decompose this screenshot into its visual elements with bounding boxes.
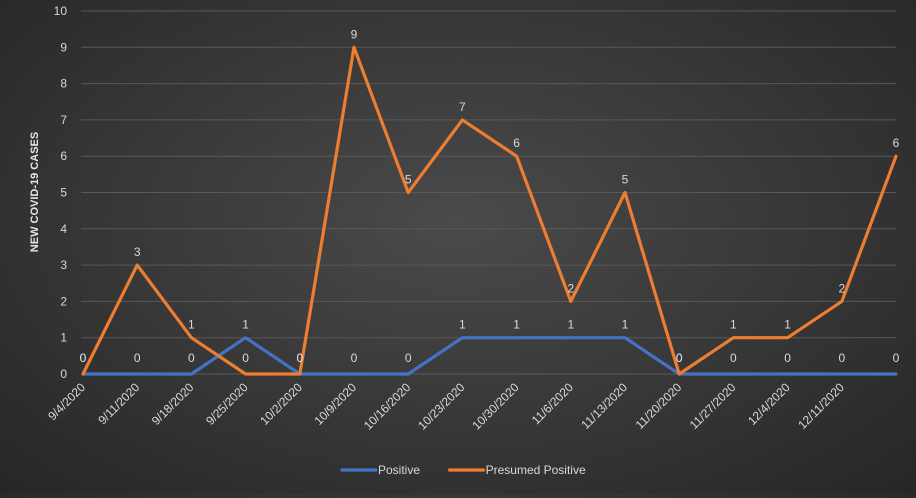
- x-tick-label: 11/20/2020: [633, 380, 685, 432]
- data-label: 1: [242, 318, 249, 332]
- data-label: 0: [296, 351, 303, 365]
- y-tick-label: 7: [60, 113, 67, 127]
- x-tick-label: 10/16/2020: [361, 380, 414, 433]
- data-label: 7: [459, 100, 466, 114]
- x-tick-label: 9/4/2020: [45, 380, 88, 423]
- data-label: 5: [405, 173, 412, 187]
- y-axis-ticks: 0 1 2 3 4 5 6 7 8 9 10: [54, 4, 68, 381]
- legend-label: Positive: [378, 463, 420, 477]
- x-tick-label: 10/9/2020: [311, 380, 359, 428]
- data-label: 5: [622, 173, 629, 187]
- y-tick-label: 2: [60, 294, 67, 308]
- data-label: 6: [893, 136, 900, 150]
- legend: Positive Presumed Positive: [340, 463, 586, 477]
- x-tick-label: 12/11/2020: [795, 380, 847, 432]
- data-label: 0: [80, 351, 87, 365]
- x-tick-label: 10/23/2020: [415, 380, 468, 433]
- x-tick-label: 11/6/2020: [529, 380, 576, 427]
- data-label: 1: [784, 318, 791, 332]
- y-axis-label: NEW COVID-19 CASES: [29, 132, 41, 252]
- data-label: 1: [622, 318, 629, 332]
- y-tick-label: 0: [60, 367, 67, 381]
- data-label: 0: [838, 351, 845, 365]
- data-label: 0: [351, 351, 358, 365]
- y-tick-label: 5: [60, 186, 67, 200]
- x-axis-ticks: 9/4/2020 9/11/2020 9/18/2020 9/25/2020 10/2/…: [45, 380, 847, 433]
- x-tick-label: 11/13/2020: [578, 380, 630, 432]
- y-tick-label: 1: [60, 331, 67, 345]
- data-label: 3: [134, 245, 141, 259]
- series-line-positive: [81, 336, 898, 376]
- data-label: 0: [676, 351, 683, 365]
- x-tick-label: 9/18/2020: [149, 380, 197, 428]
- data-label: 0: [296, 351, 303, 365]
- y-tick-label: 8: [60, 77, 67, 91]
- y-tick-label: 10: [54, 4, 68, 18]
- data-label: 6: [513, 136, 520, 150]
- data-label: 2: [838, 281, 845, 295]
- y-tick-label: 6: [60, 149, 67, 163]
- data-label: 1: [513, 318, 520, 332]
- data-label: 0: [134, 351, 141, 365]
- series-lines: [81, 45, 898, 376]
- data-label: 1: [188, 318, 195, 332]
- x-tick-label: 9/25/2020: [203, 380, 251, 428]
- x-tick-label: 10/30/2020: [469, 380, 522, 433]
- x-tick-label: 10/2/2020: [257, 380, 305, 428]
- data-label: 2: [567, 281, 574, 295]
- data-label: 0: [730, 351, 737, 365]
- data-label: 9: [351, 27, 358, 41]
- gridlines: [81, 10, 896, 375]
- data-label: 0: [893, 351, 900, 365]
- y-tick-label: 9: [60, 40, 67, 54]
- x-tick-label: 9/11/2020: [95, 380, 142, 427]
- data-label: 1: [459, 318, 466, 332]
- x-tick-label: 12/4/2020: [745, 380, 793, 428]
- data-label: 0: [405, 351, 412, 365]
- data-label: 0: [242, 351, 249, 365]
- y-tick-label: 3: [60, 258, 67, 272]
- series-line-presumed-positive: [81, 45, 898, 376]
- y-tick-label: 4: [60, 222, 67, 236]
- data-label: 0: [188, 351, 195, 365]
- x-tick-label: 11/27/2020: [687, 380, 739, 432]
- data-label: 0: [80, 351, 87, 365]
- legend-label: Presumed Positive: [486, 463, 586, 477]
- data-label: 1: [730, 318, 737, 332]
- data-label: 1: [567, 318, 574, 332]
- data-label: 0: [676, 351, 683, 365]
- data-label: 0: [784, 351, 791, 365]
